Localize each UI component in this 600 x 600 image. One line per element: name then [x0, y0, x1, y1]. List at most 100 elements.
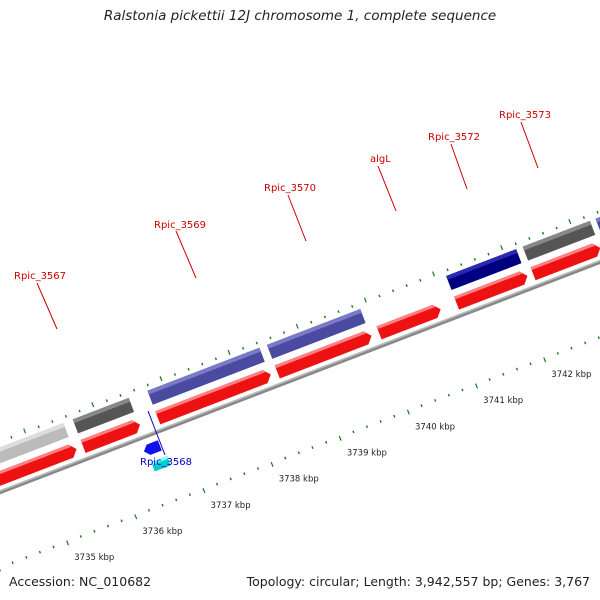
minor-tick [284, 456, 287, 460]
inner-tick-row [0, 336, 600, 572]
major-tick [295, 323, 299, 329]
major-tick [338, 435, 342, 441]
minor-tick [256, 467, 260, 470]
minor-tick [529, 362, 532, 366]
cds-arrow[interactable] [0, 442, 79, 502]
minor-tick [310, 320, 313, 324]
cds-arrow[interactable] [80, 418, 143, 454]
gene-labels: Rpic_3567 Rpic_3569 Rpic_3570 algL Rpic_… [14, 110, 551, 468]
minor-tick [447, 393, 450, 397]
minor-tick [120, 519, 123, 523]
cds-arrow[interactable] [454, 269, 530, 310]
major-tick [543, 357, 547, 363]
minor-tick [242, 346, 245, 350]
minor-tick [64, 414, 68, 418]
gene-label-rpic-3570[interactable]: Rpic_3570 [264, 183, 316, 194]
minor-tick [297, 451, 300, 455]
minor-tick [269, 336, 272, 340]
minor-tick [52, 545, 55, 549]
minor-tick [446, 268, 449, 272]
minor-tick [434, 399, 437, 402]
minor-tick [597, 336, 600, 340]
topology-summary: Topology: circular; Length: 3,942,557 bp… [246, 574, 590, 589]
scale-label: 3738 kbp [279, 475, 319, 485]
scale-label: 3741 kbp [483, 396, 523, 406]
gene-box-rpic-3570[interactable] [266, 309, 366, 359]
minor-tick [25, 556, 28, 559]
gene-label-rpic-3569[interactable]: Rpic_3569 [154, 220, 206, 231]
minor-tick [37, 425, 40, 429]
minor-tick [161, 503, 164, 507]
minor-tick [119, 394, 122, 397]
minor-tick [515, 367, 519, 371]
scale-label: 3740 kbp [415, 422, 455, 432]
minor-tick [379, 419, 382, 423]
minor-tick [461, 388, 464, 392]
minor-tick [487, 252, 490, 256]
gene-box-rpic-3572[interactable] [446, 249, 522, 291]
minor-tick [378, 294, 381, 298]
minor-tick [502, 372, 505, 376]
minor-tick [351, 305, 354, 308]
gene-box-rpic-3568-blue[interactable] [142, 440, 162, 456]
major-tick [159, 376, 163, 382]
gene-label-rpic-3567[interactable]: Rpic_3567 [14, 271, 66, 282]
gene-label-rpic-3568[interactable]: Rpic_3568 [140, 457, 192, 468]
major-tick [202, 488, 206, 494]
minor-tick [420, 404, 423, 408]
minor-tick [147, 508, 151, 512]
major-tick [91, 402, 95, 408]
major-tick [23, 428, 27, 434]
gene-box-far-right[interactable] [595, 204, 600, 233]
major-tick [363, 297, 367, 303]
cds-arrow[interactable] [274, 329, 374, 379]
minor-tick [528, 237, 531, 240]
minor-tick [78, 409, 81, 413]
gene-box-rpic-3567[interactable] [72, 397, 135, 434]
gene-box-rpic-3569[interactable] [147, 347, 265, 405]
major-tick [66, 540, 70, 546]
minor-tick [405, 284, 408, 287]
minor-tick [419, 278, 422, 282]
minor-tick [365, 425, 369, 429]
minor-tick [555, 226, 558, 230]
scale-label: 3742 kbp [551, 370, 591, 380]
scale-label: 3736 kbp [142, 527, 182, 537]
major-tick [134, 514, 138, 520]
minor-tick [596, 210, 599, 214]
gene-label-rpic-3572[interactable]: Rpic_3572 [428, 132, 480, 143]
minor-tick [10, 435, 13, 439]
map-title: Ralstonia pickettii 12J chromosome 1, co… [103, 8, 497, 24]
major-tick [568, 219, 572, 225]
minor-tick [488, 378, 491, 381]
minor-tick [214, 357, 217, 361]
minor-tick [173, 373, 177, 376]
minor-tick [51, 420, 54, 424]
minor-tick [282, 331, 286, 335]
minor-tick [514, 242, 517, 246]
minor-tick [473, 257, 476, 261]
forward-cds-row [0, 241, 600, 502]
gene-label-rpic-3573[interactable]: Rpic_3573 [499, 110, 551, 121]
gene-box-light-gray[interactable] [0, 422, 69, 482]
minor-tick [323, 315, 327, 319]
minor-tick [146, 383, 149, 387]
minor-tick [105, 399, 108, 403]
scale-label: 3739 kbp [347, 449, 387, 459]
outer-tick-row [10, 210, 599, 439]
minor-tick [243, 472, 246, 476]
minor-tick [133, 388, 136, 392]
cds-arrow[interactable] [155, 368, 273, 425]
minor-tick [175, 498, 178, 502]
gene-box-rpic-3568-cyan[interactable] [151, 455, 171, 472]
cds-arrow[interactable] [530, 241, 600, 281]
gene-label-algl[interactable]: algL [370, 154, 391, 165]
cds-arrow-algl[interactable] [376, 303, 444, 340]
minor-tick [325, 440, 328, 444]
major-tick [227, 349, 231, 355]
minor-tick [93, 529, 96, 533]
gene-box-rpic-3573[interactable] [522, 220, 596, 261]
scale-label: 3737 kbp [211, 501, 251, 511]
minor-tick [391, 289, 395, 293]
